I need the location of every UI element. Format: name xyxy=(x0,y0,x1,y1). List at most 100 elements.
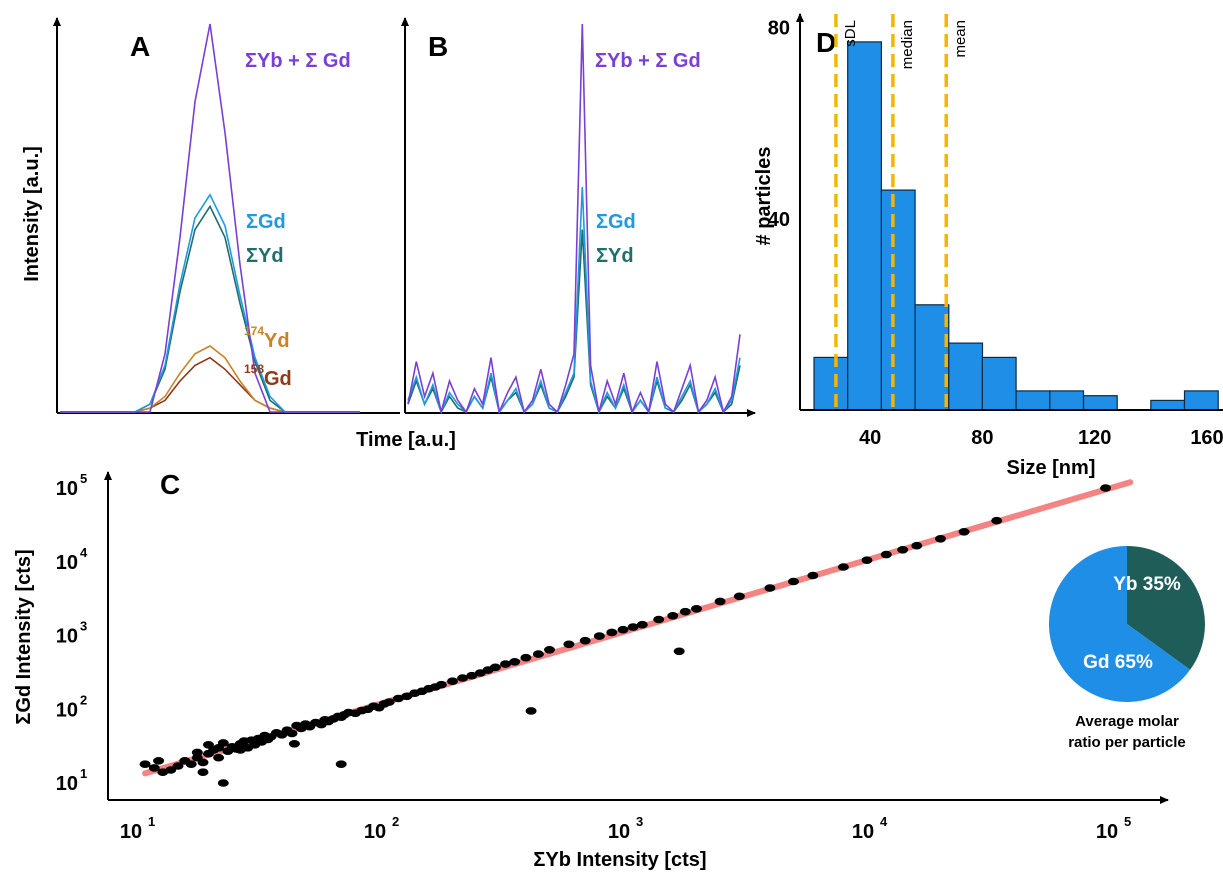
panel-d: D sDL median mean 40 80 120 160 40 80 # particl… xyxy=(753,13,1223,479)
scatter-point xyxy=(653,615,665,624)
histogram-bar xyxy=(948,342,984,411)
scatter-point xyxy=(197,758,209,767)
scatter-point xyxy=(636,620,648,629)
threshold-label-median: median xyxy=(899,20,916,69)
panel-a-trace-yd xyxy=(60,204,360,413)
panel-a-label-174yd-mass: 174 xyxy=(244,324,264,338)
scatter-point xyxy=(1100,484,1112,492)
panel-c-pie-inset xyxy=(1048,546,1205,702)
panel-c-x-tick-exponent: 1 xyxy=(148,814,155,829)
pie-gd-label: Gd 65% xyxy=(1083,652,1153,673)
pie-caption-line1: Average molar xyxy=(1075,713,1179,730)
panel-b-trace-yd xyxy=(407,229,741,415)
scatter-point xyxy=(714,597,726,606)
panel-a-trace-158gd xyxy=(60,356,360,413)
panel-d-x-tick-label: 40 xyxy=(859,427,881,449)
scatter-point xyxy=(532,650,544,658)
scatter-point xyxy=(392,694,404,703)
panel-d-bars xyxy=(813,41,1219,411)
scatter-point xyxy=(673,647,685,656)
pie-yb-label: Yb 35% xyxy=(1113,574,1181,595)
scatter-point xyxy=(733,592,745,601)
panel-c-x-tick-exponent: 3 xyxy=(636,814,643,829)
scatter-point xyxy=(807,571,819,580)
scatter-point xyxy=(489,663,501,672)
panel-a-trace-gd xyxy=(60,193,360,413)
panel-c-x-tick-label: 10 xyxy=(120,821,142,843)
scatter-point xyxy=(286,729,298,738)
threshold-label-mean: mean xyxy=(952,20,969,58)
panel-label-c: C xyxy=(160,469,180,500)
histogram-bar xyxy=(1049,390,1085,411)
pie-caption-line2: ratio per particle xyxy=(1068,734,1186,751)
panel-c-y-tick-exponent: 3 xyxy=(80,619,87,634)
scatter-point xyxy=(788,577,799,586)
panel-c-points xyxy=(139,484,1112,787)
scatter-point xyxy=(627,623,639,631)
scatter-point xyxy=(911,541,923,550)
panel-c-x-tick-label: 10 xyxy=(852,821,874,843)
panel-c-x-tick-label: 10 xyxy=(608,821,630,843)
panel-a-label-gd: ΣGd xyxy=(246,211,286,233)
panel-a-trace-174yd xyxy=(60,345,360,413)
scatter-point xyxy=(691,605,702,613)
scatter-point xyxy=(256,734,267,743)
scatter-point xyxy=(139,760,151,768)
panel-c-y-tick-exponent: 5 xyxy=(80,471,87,486)
panel-a-label-158gd-mass: 158 xyxy=(244,362,264,376)
scatter-point xyxy=(213,753,225,762)
panel-a-traces xyxy=(60,23,360,413)
histogram-bar xyxy=(1015,390,1051,411)
panel-d-y-axis-label: # particles xyxy=(753,147,775,246)
panel-ab: A B Intensity [a.u.] Time [a.u.] ΣYb + Σ… xyxy=(21,17,756,451)
panel-a-label-sum: ΣYb + Σ Gd xyxy=(245,50,351,72)
scatter-point xyxy=(172,762,184,770)
scatter-point xyxy=(563,640,575,649)
panel-a-trace-yb-gd xyxy=(60,23,360,413)
scatter-point xyxy=(509,658,521,666)
scatter-point xyxy=(217,739,229,747)
scatter-point xyxy=(617,625,629,634)
scatter-point xyxy=(217,779,229,787)
panel-a-label-yb: ΣYd xyxy=(246,245,284,267)
panel-d-x-tick-label: 120 xyxy=(1078,427,1111,449)
pie-slice-yb xyxy=(1127,546,1205,670)
scatter-point xyxy=(579,636,591,645)
scatter-point xyxy=(197,768,209,776)
scatter-point xyxy=(191,748,203,757)
scatter-point xyxy=(606,628,618,637)
scatter-point xyxy=(593,632,605,640)
pie-slice-gd xyxy=(1048,546,1191,702)
panel-label-d: D xyxy=(816,27,836,58)
scatter-point xyxy=(234,746,246,754)
scatter-point xyxy=(679,607,691,616)
panel-c-x-axis-label: ΣYb Intensity [cts] xyxy=(533,849,706,871)
panel-c-ticks: 10 1 10 2 10 3 10 4 10 510 110 210 310 410 5 xyxy=(56,471,1131,843)
panel-c-y-axis-label: ΣGd Intensity [cts] xyxy=(13,549,35,724)
histogram-bar xyxy=(847,41,883,411)
histogram-bar xyxy=(914,304,950,411)
scatter-point xyxy=(991,516,1003,525)
panel-label-b: B xyxy=(428,31,448,62)
threshold-label-sdl: sDL xyxy=(842,20,859,47)
scatter-point xyxy=(520,653,532,662)
scatter-point xyxy=(837,563,849,571)
scatter-point xyxy=(457,674,469,682)
panel-ab-y-axis-label: Intensity [a.u.] xyxy=(21,146,43,282)
panel-d-y-tick-label: 40 xyxy=(768,209,790,231)
scatter-point xyxy=(383,698,395,706)
scatter-point xyxy=(153,757,165,765)
panel-b-label-sum: ΣYb + Σ Gd xyxy=(595,50,701,72)
scatter-point xyxy=(288,740,300,748)
histogram-bar xyxy=(813,356,849,411)
panel-b-label-gd: ΣGd xyxy=(596,211,636,233)
panel-c: C 10 1 10 2 10 3 10 4 10 510 110 210 310 410 5 ΣGd Int… xyxy=(13,469,1205,871)
scatter-point xyxy=(897,546,909,554)
panel-b-trace-yb-gd xyxy=(407,23,741,415)
scatter-point xyxy=(335,760,347,768)
panel-b-label-yb: ΣYd xyxy=(596,245,634,267)
scatter-point xyxy=(148,764,160,772)
panel-c-y-tick-label: 10 xyxy=(56,699,78,721)
